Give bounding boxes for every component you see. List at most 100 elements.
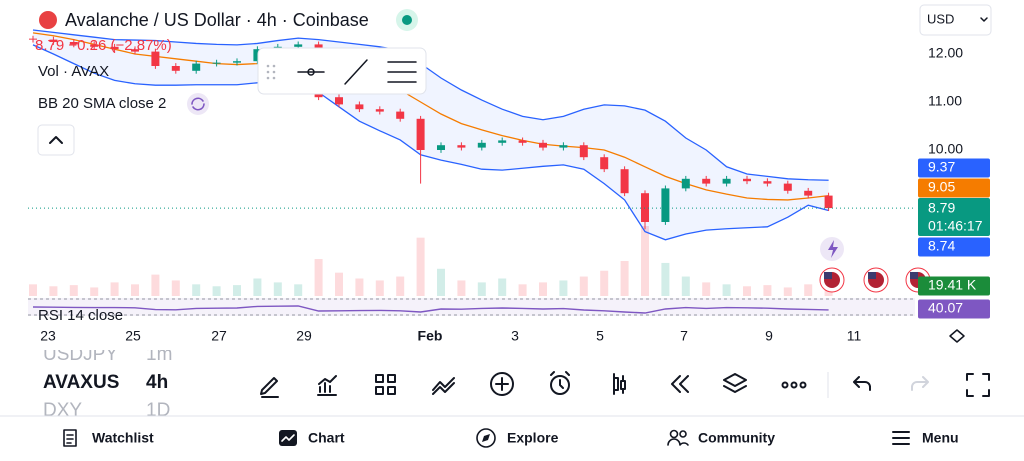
candle-body bbox=[702, 178, 711, 184]
candle-body bbox=[29, 38, 37, 40]
volume-bar bbox=[661, 262, 670, 296]
candle-body bbox=[681, 178, 690, 189]
refresh-icon bbox=[191, 97, 205, 111]
candle-body bbox=[539, 142, 547, 148]
volume-bar bbox=[171, 280, 180, 296]
volume-bar bbox=[110, 282, 119, 296]
symbol-fade bbox=[30, 342, 180, 350]
redo-icon[interactable] bbox=[911, 376, 929, 391]
nav-item[interactable]: Explore bbox=[507, 430, 559, 446]
volume-bar bbox=[722, 284, 731, 296]
rsi-label: RSI 14 close bbox=[38, 307, 123, 324]
rsi-line bbox=[32, 305, 829, 314]
add-icon[interactable] bbox=[490, 372, 514, 396]
bb-lower-tag: 8.74 bbox=[928, 238, 955, 254]
layers-icon[interactable] bbox=[723, 373, 747, 393]
rsi-tag-box bbox=[918, 299, 990, 319]
nav-item[interactable]: Community bbox=[698, 430, 775, 446]
volume-bar bbox=[824, 288, 833, 296]
undo-icon[interactable] bbox=[853, 376, 871, 391]
bb-middle-tag-box bbox=[918, 178, 990, 198]
replay-icon[interactable] bbox=[671, 375, 689, 393]
volume-bar bbox=[375, 280, 384, 296]
volume-bar bbox=[559, 280, 568, 296]
volume-bar bbox=[90, 287, 99, 296]
symbol-name: AVAXUS bbox=[43, 372, 119, 393]
x-tick-label: 23 bbox=[40, 328, 56, 344]
symbol-interval: 1D bbox=[146, 400, 170, 421]
volume-bar bbox=[151, 274, 160, 296]
candle-body bbox=[498, 140, 507, 143]
volume-bar bbox=[457, 280, 466, 296]
settings-hex[interactable] bbox=[949, 329, 965, 343]
candle-body bbox=[110, 46, 119, 50]
candle-body bbox=[620, 169, 629, 194]
candle-body bbox=[743, 178, 751, 182]
candle-body bbox=[212, 62, 221, 64]
volume-bar bbox=[314, 259, 323, 296]
volume-bar bbox=[681, 276, 690, 296]
volume-bar bbox=[69, 285, 78, 296]
volume-bar bbox=[763, 285, 772, 296]
indicators-icon[interactable] bbox=[317, 375, 337, 396]
candle-body bbox=[477, 142, 486, 148]
nav-item[interactable]: Watchlist bbox=[92, 430, 154, 446]
candle-body bbox=[600, 157, 609, 170]
settings-tool[interactable] bbox=[387, 61, 417, 83]
volume-bar bbox=[49, 286, 58, 296]
more-icon[interactable] bbox=[781, 381, 807, 389]
nav-icons bbox=[63, 428, 910, 448]
dropdown-chevron bbox=[980, 17, 988, 22]
nav-item[interactable]: Menu bbox=[922, 430, 959, 446]
volume-bar bbox=[743, 286, 751, 296]
candle-body bbox=[253, 49, 262, 62]
volume-bar bbox=[416, 237, 425, 296]
volume-bar bbox=[539, 282, 547, 296]
nav-item[interactable]: Chart bbox=[308, 430, 345, 446]
y-tick-label: 12.00 bbox=[928, 45, 963, 61]
draw-icon[interactable] bbox=[260, 377, 279, 398]
volume-bar bbox=[804, 284, 813, 296]
currency: USD bbox=[927, 11, 954, 26]
market-status-dot bbox=[402, 15, 412, 25]
candle-body bbox=[722, 178, 731, 184]
volume-bar bbox=[355, 278, 364, 296]
volume-bar bbox=[192, 284, 201, 296]
volume-bar bbox=[131, 284, 139, 296]
chart-type-icon[interactable] bbox=[613, 373, 626, 395]
volume-bar bbox=[29, 284, 37, 296]
bb-upper-tag: 9.37 bbox=[928, 159, 955, 175]
price-change: 8.79 −0.26 (−2.87%) bbox=[35, 37, 172, 54]
candle-body bbox=[661, 188, 670, 222]
rsi-tag: 40.07 bbox=[928, 300, 963, 316]
compare-icon[interactable] bbox=[432, 377, 455, 395]
collapse-button[interactable] bbox=[37, 124, 75, 156]
y-tick-label: 10.00 bbox=[928, 141, 963, 157]
alert-icon[interactable] bbox=[550, 371, 570, 395]
candle-body bbox=[824, 195, 833, 209]
symbol-interval: 4h bbox=[146, 372, 168, 393]
volume-bar bbox=[335, 272, 343, 296]
currency-select[interactable] bbox=[919, 4, 992, 36]
volume-bar bbox=[579, 276, 588, 296]
fullscreen-icon[interactable] bbox=[966, 373, 990, 397]
candle-body bbox=[416, 118, 425, 150]
candle-body bbox=[90, 44, 99, 47]
indicator-toggle[interactable] bbox=[187, 93, 209, 115]
volume-bar bbox=[294, 284, 303, 296]
candle-body bbox=[171, 66, 180, 71]
bb-middle-tag: 9.05 bbox=[928, 179, 955, 195]
templates-icon[interactable] bbox=[375, 374, 396, 395]
bb-fill bbox=[33, 30, 829, 240]
trendline-tool[interactable] bbox=[344, 59, 368, 85]
bb-lower-tag-box bbox=[918, 237, 990, 257]
volume-bar bbox=[620, 261, 629, 296]
x-tick-label: 25 bbox=[125, 328, 141, 344]
x-tick-label: 9 bbox=[765, 328, 773, 344]
volume-bar bbox=[233, 285, 241, 296]
tools-row bbox=[260, 371, 990, 398]
x-tick-label: 29 bbox=[296, 328, 312, 344]
hline-tool[interactable] bbox=[297, 68, 325, 76]
volume-tag-box bbox=[918, 276, 990, 296]
